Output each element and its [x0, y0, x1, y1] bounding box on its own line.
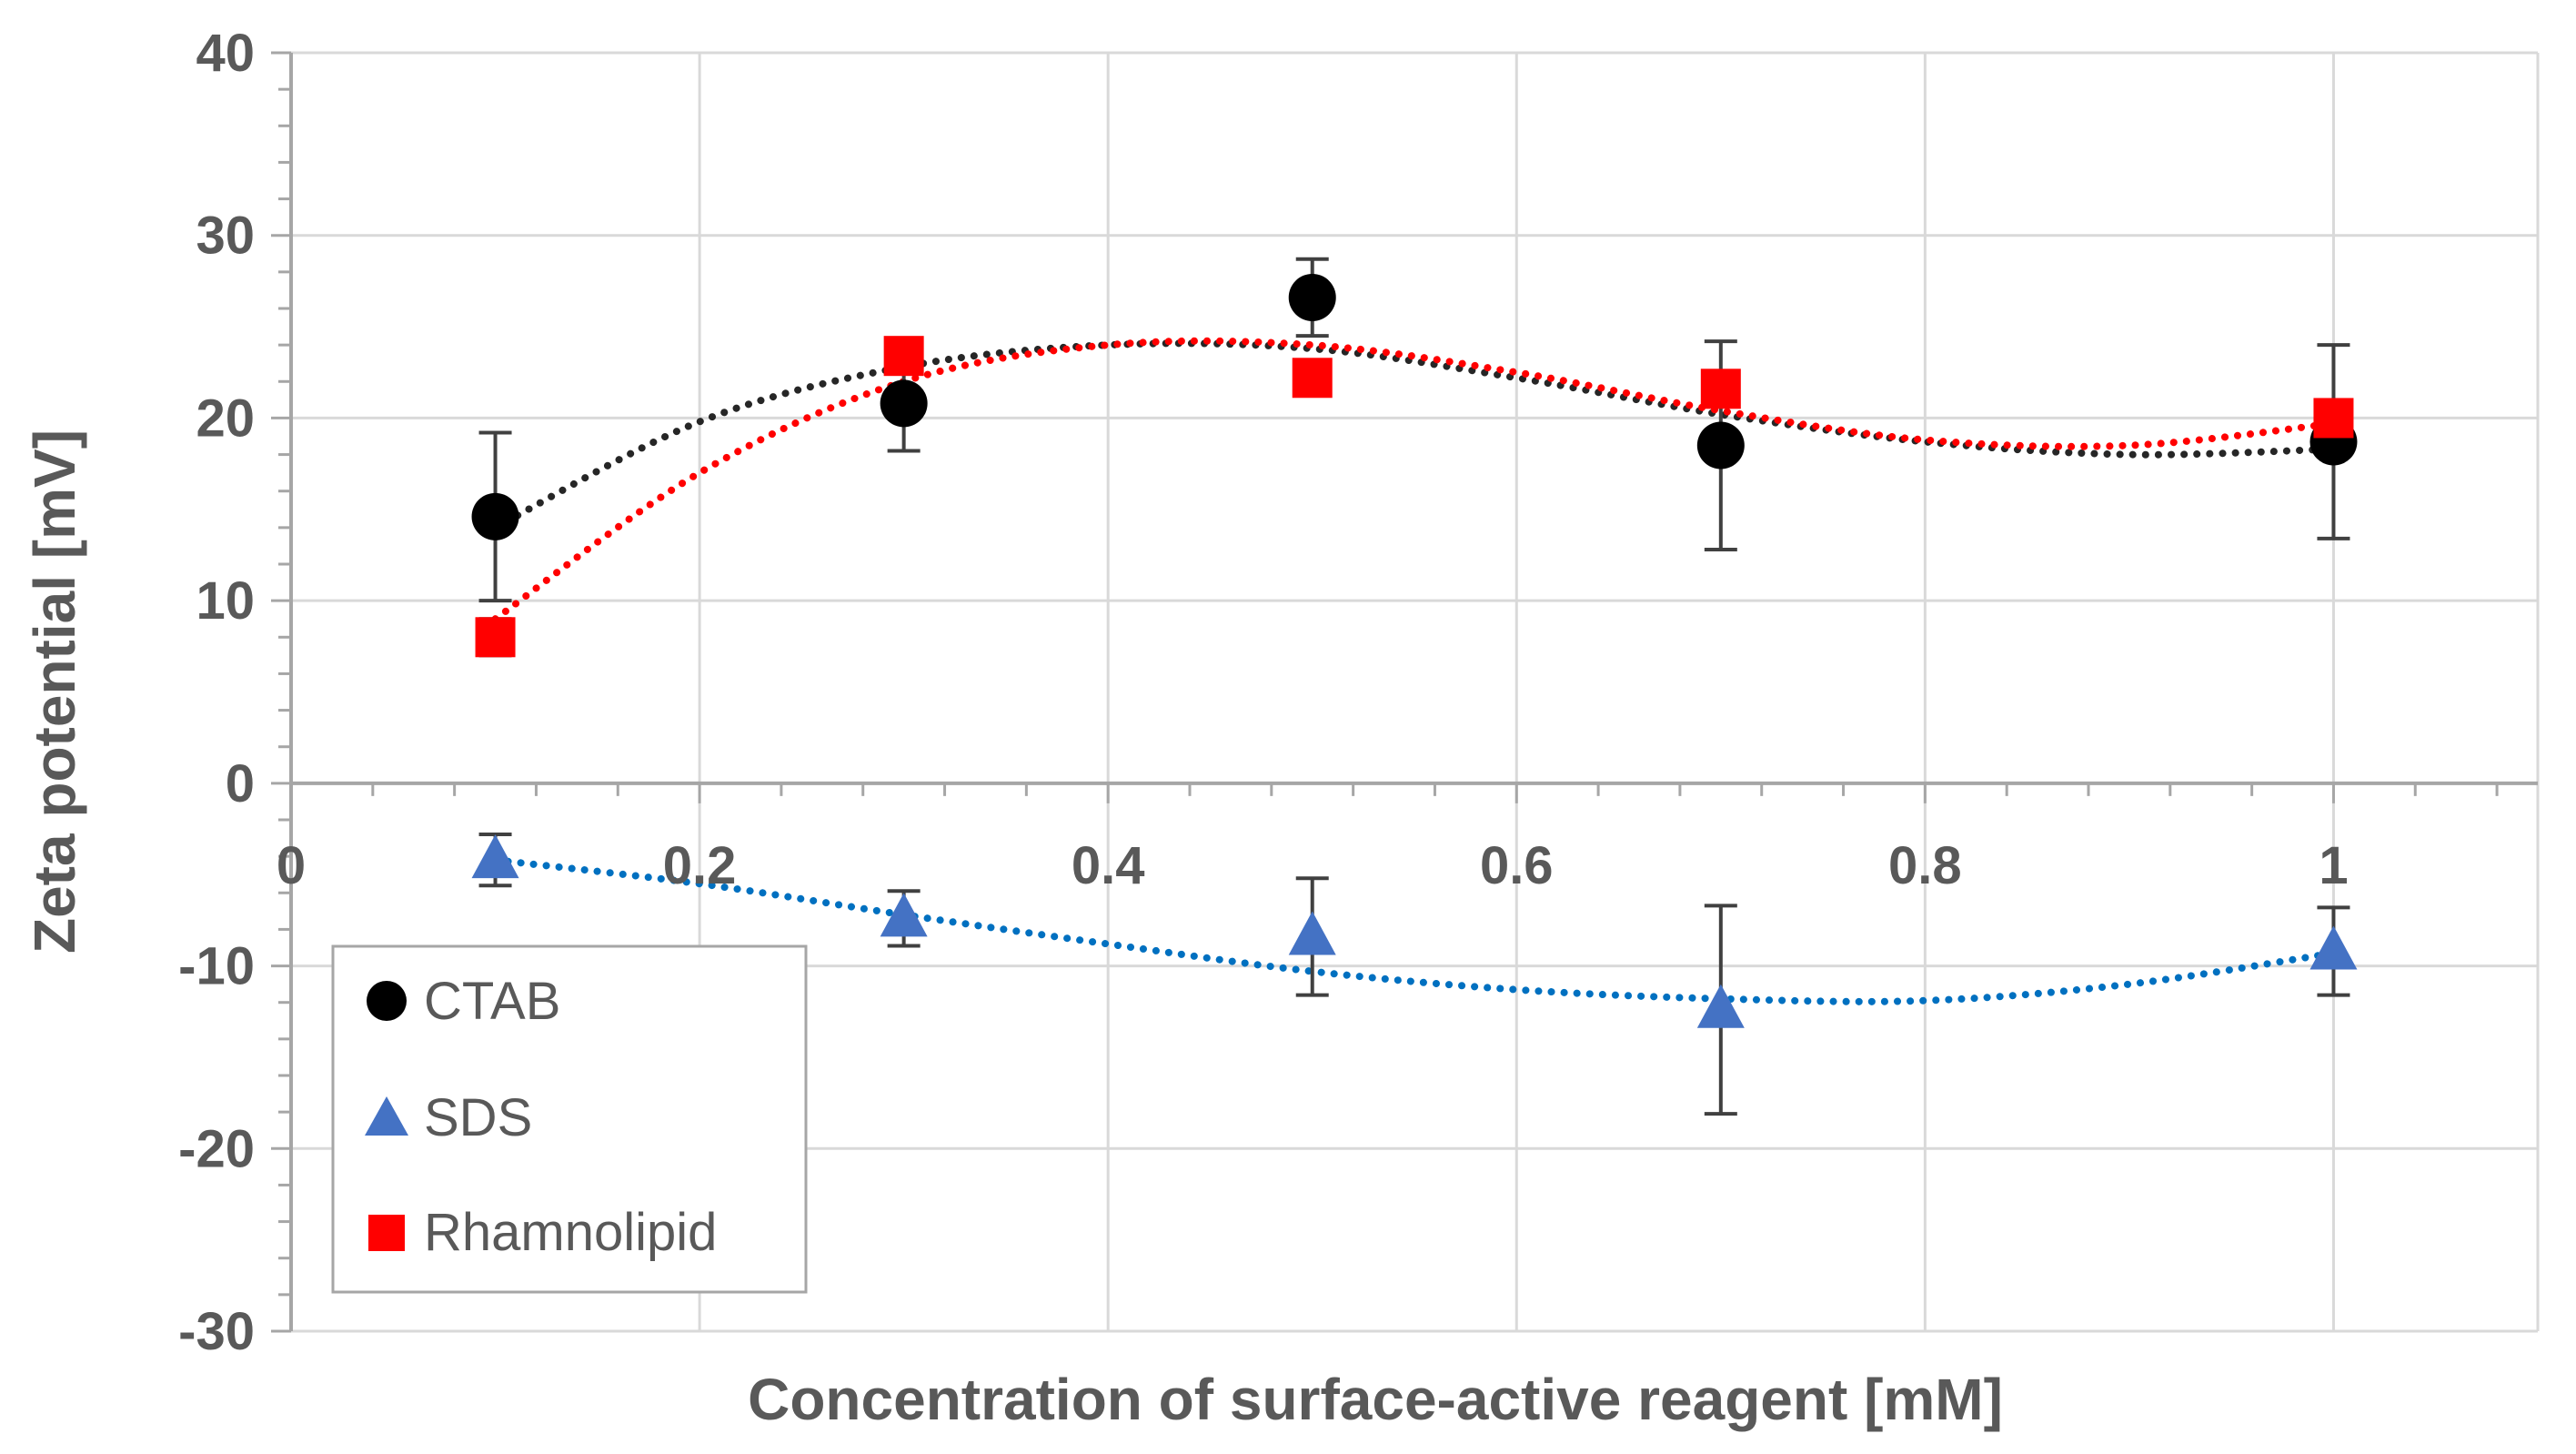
- x-tick-label: 0.8: [1888, 836, 1962, 895]
- x-tick-label: 0: [277, 836, 306, 895]
- trendline-sds: [491, 856, 2338, 1005]
- y-tick-label: -30: [178, 1302, 255, 1361]
- data-markers: [471, 273, 2358, 1028]
- tick-labels: -30 -20 -10 0 10 20 30 40 0 0.2 0.4 0.6 0.8 1: [178, 24, 2348, 1361]
- legend-box: [331, 944, 808, 1294]
- y-tick-label: 40: [196, 24, 255, 83]
- x-axis-title: Concentration of surface-active reagent …: [748, 1367, 2003, 1432]
- legend-square-marker: [368, 1215, 405, 1251]
- legend-circle-marker: [367, 981, 407, 1021]
- data-point-ctab: [1288, 273, 1336, 321]
- x-tick-label: 0.6: [1480, 836, 1554, 895]
- legend-triangle-marker: [365, 1096, 408, 1136]
- x-tick-label: 0.2: [663, 836, 737, 895]
- trendlines: [491, 337, 2338, 1005]
- data-point-sds: [1696, 984, 1745, 1028]
- legend-label-ctab: CTAB: [424, 972, 560, 1031]
- data-point-ctab: [880, 379, 928, 428]
- data-point-sds: [2309, 925, 2358, 970]
- legend-item-ctab: CTAB: [367, 972, 560, 1031]
- data-point-rhamnolipid: [883, 336, 924, 377]
- data-point-sds: [1288, 911, 1336, 955]
- axes: [271, 51, 2538, 1333]
- trendline-rhamnolipid: [491, 337, 2338, 623]
- y-axis-title: Zeta potential [mV]: [22, 429, 87, 954]
- trendline-ctab: [491, 339, 2338, 531]
- x-tick-label: 0.4: [1072, 836, 1145, 895]
- data-point-sds: [880, 893, 928, 937]
- legend-item-sds: SDS: [365, 1088, 532, 1147]
- legend-item-rhamnolipid: Rhamnolipid: [368, 1203, 717, 1262]
- legend: CTAB SDS Rhamnolipid: [331, 944, 808, 1294]
- legend-label-rhamnolipid: Rhamnolipid: [424, 1203, 717, 1262]
- data-point-rhamnolipid: [1700, 369, 1741, 409]
- data-point-rhamnolipid: [1292, 358, 1333, 399]
- data-point-ctab: [471, 492, 519, 540]
- data-point-ctab: [1696, 421, 1745, 470]
- y-tick-label: -20: [178, 1119, 255, 1178]
- y-tick-label: 0: [226, 754, 255, 813]
- y-tick-label: 30: [196, 207, 255, 266]
- x-tick-label: 1: [2319, 836, 2348, 895]
- y-tick-label: -10: [178, 937, 255, 996]
- y-tick-label: 20: [196, 389, 255, 448]
- data-point-sds: [471, 834, 519, 879]
- data-point-rhamnolipid: [475, 617, 516, 658]
- legend-label-sds: SDS: [424, 1088, 532, 1147]
- y-tick-label: 10: [196, 571, 255, 631]
- data-point-rhamnolipid: [2313, 398, 2354, 439]
